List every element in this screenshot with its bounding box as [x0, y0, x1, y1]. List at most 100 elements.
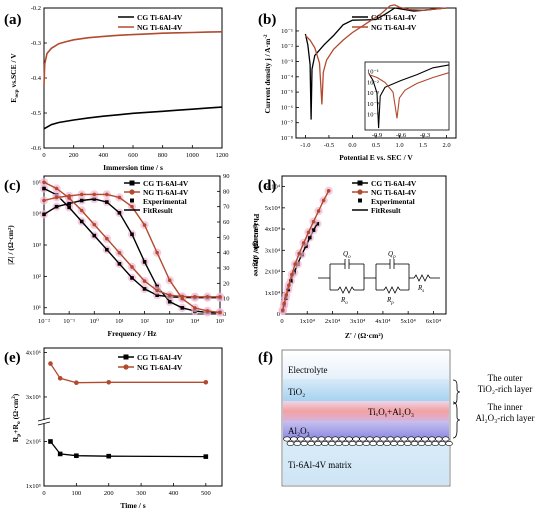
series-cg-point: [155, 293, 159, 297]
series-ng-point: [92, 192, 97, 197]
series-cg-point: [180, 306, 185, 310]
legend-cg-label: CG Ti-6Al-4V: [143, 179, 189, 188]
y-tick-label: 3x10⁴: [265, 247, 281, 254]
interface-grain: [335, 440, 343, 446]
panel-e-frame: [43, 347, 223, 487]
x-tick-label: 4x10⁴: [375, 318, 391, 325]
panel-a-ticks: 0 200 400 600 800 1000 1200 -0.2 -0.3 -0.4 -0.5 -0.…: [31, 5, 229, 159]
circuit-label-qo: Qo: [343, 250, 351, 260]
series-ng-point: [287, 283, 291, 288]
interface-grain: [379, 436, 388, 442]
series-ng-point: [130, 204, 134, 209]
x-tick-label: 1x10⁴: [300, 318, 316, 325]
x-tick-label: 600: [128, 152, 138, 159]
series-cg-point: [117, 262, 122, 266]
series-cg-point: [42, 186, 46, 191]
interface-grain: [404, 440, 412, 446]
panel-e-ticks: 0 100 200 300 400 500 1x10⁵ 2x10⁵ 3x10⁶ 4x10⁶: [26, 349, 211, 497]
x-tick-label: 10¹: [115, 318, 124, 325]
y-tick-label: 10⁵: [32, 179, 41, 186]
series-ng-point: [142, 223, 147, 227]
series-ng-point: [105, 236, 109, 241]
interface-grain: [310, 436, 319, 442]
interface-grain: [345, 436, 353, 442]
y-tick-label: 4x10⁴: [265, 226, 281, 233]
y-tick-label: 4x10⁶: [26, 349, 41, 356]
panel-d-ticks: 0 1x10⁴ 2x10⁴ 3x10⁴ 4x10⁴ 5x10⁴ 6x10⁴ 0 1x10⁴ 2x1…: [265, 184, 442, 325]
y-tick-label: 10⁻⁴: [281, 74, 294, 81]
series-ng-point: [205, 294, 210, 299]
interface-grain: [355, 440, 364, 446]
series-ng-point: [155, 288, 159, 293]
panel-a-series: [43, 31, 223, 130]
interface-grain: [400, 436, 408, 442]
series-ng-point: [74, 380, 79, 386]
series-ng-point: [301, 241, 306, 245]
panel-e-legend: CG Ti-6Al-4V NG Ti-6Al-4V: [118, 353, 183, 372]
interface-grain: [341, 440, 350, 446]
legend-ng-label: NG Ti-6Al-4V: [137, 363, 183, 372]
y2-tick-label: 30: [223, 265, 230, 272]
series-ng-point: [326, 189, 331, 193]
y-tick-label: 0: [277, 311, 280, 318]
inset-x-tick-label: -0.9: [372, 132, 382, 139]
y2-tick-label: 0: [223, 311, 226, 318]
interface-grain: [431, 440, 439, 446]
interface-grain: [338, 436, 346, 442]
panel-b-inset: -0.9 -0.6 -0.3 10⁻¹ 10⁻² 10⁻³ 10⁻⁴ 10⁻⁵: [364, 61, 450, 139]
panel-d: (d) Z' / (Ω·cm²) -Z'' / (Ω·cm²) 0 1x10⁴ 2x…: [251, 175, 447, 340]
interface-grain: [321, 440, 329, 446]
series-ng-point: [306, 230, 311, 235]
interface-grain: [328, 440, 336, 446]
interface-grain: [283, 436, 291, 442]
x-tick-label: -0.5: [324, 142, 334, 149]
equivalent-circuit: [318, 259, 440, 294]
legend-fit-label: FitResult: [143, 206, 173, 215]
y-tick-label: 10⁻⁶: [281, 104, 293, 111]
y-tick-label: 1x10⁵: [26, 483, 41, 490]
interface-grain: [290, 436, 298, 442]
panel-c-series: [39, 178, 225, 317]
series-ng-point: [293, 262, 297, 266]
axis-break-gap: [40, 420, 49, 424]
inset-y-tick-label: 10⁻³: [367, 90, 379, 97]
panel-d-frame: [281, 175, 447, 315]
outer-layer-brace: [452, 379, 461, 405]
panel-c-ylabel: |Z| / (Ω·cm²): [6, 225, 15, 265]
x-tick-label: 200: [69, 152, 79, 159]
y-tick-label: 10⁻³: [281, 59, 293, 66]
outer-layer-label-2: TiO₂-rich layer: [478, 384, 533, 394]
y-tick-label: 3x10⁶: [26, 394, 41, 401]
x-tick-label: 6x10⁴: [426, 318, 442, 325]
panel-a-frame: [43, 7, 223, 149]
legend-cg-label: CG Ti-6Al-4V: [371, 179, 417, 188]
inset-series: [368, 64, 450, 129]
inset-ng-line: [368, 72, 450, 119]
x-tick-label: 300: [136, 490, 146, 497]
legend-ng-marker: [123, 364, 129, 370]
series-cg-point: [79, 198, 84, 203]
interface-grain: [386, 436, 395, 442]
y-tick-label: 5x10⁴: [265, 205, 281, 212]
x-tick-label: 10⁴: [190, 318, 200, 325]
legend-cg-marker: [123, 354, 129, 360]
resistor-p: [383, 286, 401, 294]
series-ng-point: [54, 195, 59, 200]
x-tick-label: 0.0: [348, 142, 356, 149]
x-tick-label: 10⁻²: [38, 318, 50, 325]
x-tick-label: 10⁰: [90, 318, 100, 325]
y-tick-label: 10⁴: [32, 211, 42, 218]
inset-x-tick-label: -0.6: [396, 132, 407, 139]
interface-grain: [307, 440, 315, 446]
series-cg-point: [307, 235, 312, 240]
series-ng-point: [57, 375, 63, 381]
interface-grain: [414, 436, 422, 442]
panel-e-xlabel: Time / s: [120, 501, 145, 510]
y2-tick-label: 70: [223, 204, 230, 211]
panel-c-y2label: Phase angle/ degree: [252, 214, 261, 277]
series-ng-point: [180, 296, 185, 301]
interface-grain: [417, 440, 426, 446]
legend-ng-label: NG Ti-6Al-4V: [371, 23, 417, 32]
series-ng-point: [203, 379, 209, 385]
y-tick-label: 10⁻⁵: [281, 89, 293, 96]
